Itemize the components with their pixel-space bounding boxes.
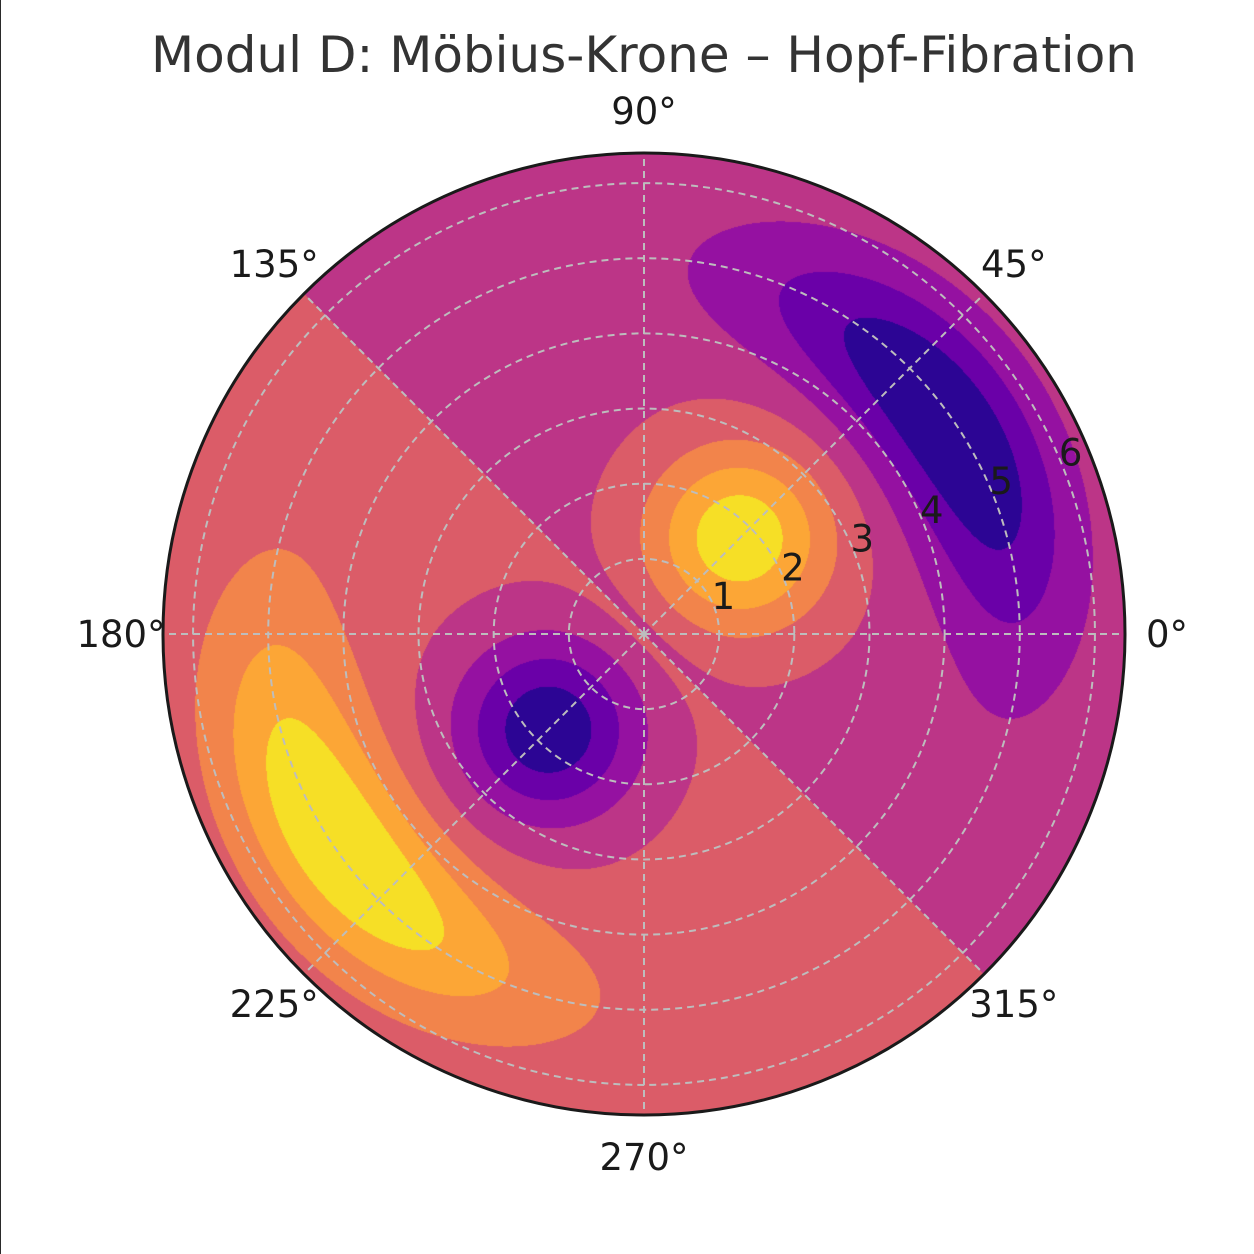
radius-tick-label: 4 [920,489,944,532]
polar-grid [163,153,1125,1115]
angle-tick-label: 135° [230,243,319,286]
radius-tick-label: 3 [851,518,875,561]
radius-tick-label: 1 [712,575,736,618]
radius-tick-label: 5 [989,460,1013,503]
angle-tick-label: 315° [969,983,1058,1026]
angle-tick-label: 180° [76,613,165,656]
figure-left-edge [0,0,1,1254]
radius-tick-label: 6 [1059,431,1083,474]
radius-tick-labels: 1 2 3 4 5 6 [712,431,1083,618]
angular-grid-spoke [303,293,645,635]
angular-grid-spoke [643,293,985,635]
angular-grid-spoke [303,633,645,975]
chart-title: Modul D: Möbius-Krone – Hopf-Fibration [151,26,1137,84]
angle-tick-labels: 0° 45° 90° 135° 180° 225° 270° 315° [76,90,1188,1179]
radius-tick-label: 2 [781,546,805,589]
polar-outline [161,151,1127,1117]
radial-grid-ring [417,407,871,861]
angle-tick-label: 225° [230,983,319,1026]
angle-tick-label: 45° [981,243,1047,286]
angle-tick-label: 270° [599,1136,688,1179]
angular-grid-spoke [643,633,985,975]
angle-tick-label: 90° [611,90,677,133]
angle-tick-label: 0° [1146,613,1188,656]
